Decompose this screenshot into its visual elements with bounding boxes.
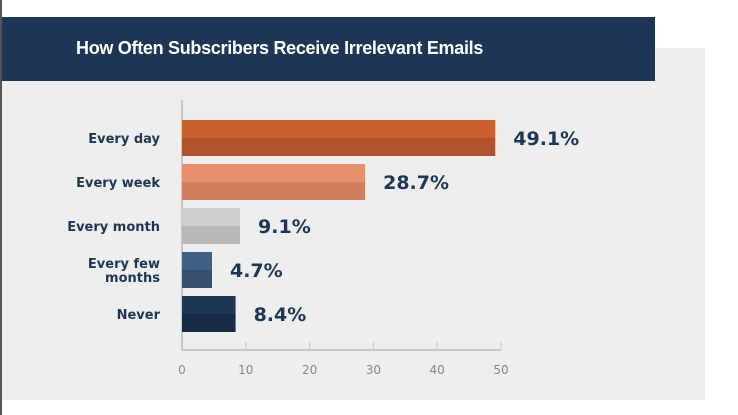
bar-0-bottom — [182, 138, 496, 156]
category-label: Every week — [76, 176, 160, 191]
category-label: Every month — [67, 220, 160, 235]
category-label: Never — [117, 308, 161, 323]
chart-title: How Often Subscribers Receive Irrelevant… — [76, 38, 484, 58]
category-label: Every few — [88, 257, 160, 272]
x-tick-label: 10 — [238, 363, 253, 377]
bar-4-top — [182, 296, 236, 314]
bar-2-top — [182, 208, 241, 226]
category-label: months — [105, 271, 160, 286]
bar-2-bottom — [182, 226, 241, 244]
bar-4-bottom — [182, 314, 236, 332]
bar-3-bottom — [182, 270, 212, 288]
x-tick-label: 50 — [493, 363, 508, 377]
data-label: 8.4% — [254, 304, 307, 326]
bar-0-top — [182, 120, 496, 138]
bar-3-top — [182, 252, 212, 270]
x-tick-label: 30 — [366, 363, 381, 377]
x-tick-label: 40 — [430, 363, 445, 377]
data-label: 4.7% — [230, 260, 283, 282]
data-label: 49.1% — [513, 128, 579, 150]
bar-1-bottom — [182, 182, 366, 200]
chart-panel — [2, 48, 705, 400]
title-banner — [2, 17, 655, 81]
data-label: 28.7% — [383, 172, 449, 194]
x-tick-label: 20 — [302, 363, 317, 377]
category-label: Every day — [88, 132, 160, 147]
bar-1-top — [182, 164, 366, 182]
data-label: 9.1% — [258, 216, 311, 238]
x-tick-label: 0 — [178, 363, 186, 377]
window-edge — [0, 0, 2, 415]
